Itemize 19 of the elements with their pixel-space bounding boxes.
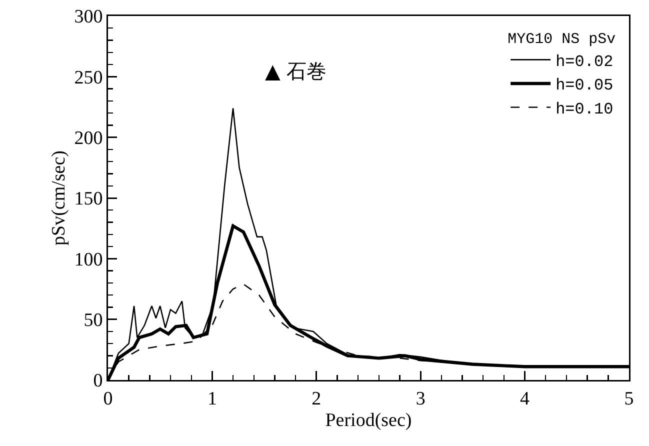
y-tick-label: 200	[74, 128, 103, 149]
legend-label: h=0.10	[556, 100, 614, 119]
y-tick-label: 100	[74, 249, 103, 270]
y-tick-label: 300	[74, 6, 103, 28]
y-axis-title: pSv(cm/sec)	[48, 150, 70, 246]
x-tick-label: 3	[416, 388, 426, 410]
y-tick-label: 0	[93, 370, 103, 392]
x-tick-label: 5	[624, 388, 634, 410]
x-tick-label: 4	[520, 388, 530, 410]
x-tick-label: 2	[312, 388, 322, 410]
y-tick-label: 150	[74, 188, 103, 210]
x-axis-title: Period(sec)	[325, 410, 412, 431]
y-tick-label: 250	[74, 67, 103, 88]
x-tick-label: 1	[207, 388, 217, 410]
legend-label: h=0.05	[556, 76, 614, 95]
legend-title: MYG10 NS pSv	[508, 30, 616, 48]
y-tick-label: 50	[84, 310, 103, 331]
legend-label: h=0.02	[556, 52, 614, 71]
annotation: ▲ 石巻	[265, 59, 327, 83]
